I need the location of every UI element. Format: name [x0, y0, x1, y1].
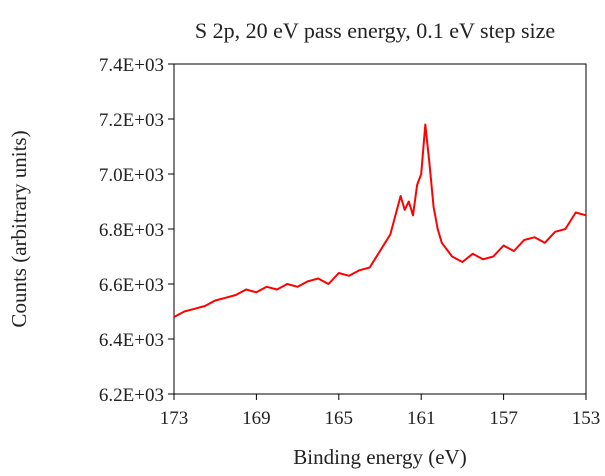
x-axis-title: Binding energy (eV): [293, 445, 466, 469]
y-axis: 6.2E+03 6.4E+03 6.6E+03 6.8E+03 7.0E+03 7.2E+…: [99, 55, 174, 406]
y-tick-label: 7.2E+03: [99, 110, 164, 131]
y-tick-label: 6.8E+03: [99, 220, 164, 241]
y-tick-label: 6.6E+03: [99, 275, 164, 296]
y-tick-label: 6.2E+03: [99, 385, 164, 406]
series-line: [173, 123, 587, 318]
y-tick-label: 7.0E+03: [99, 165, 164, 186]
y-tick-label: 6.4E+03: [99, 330, 164, 351]
y-axis-title: Counts (arbitrary units): [7, 130, 31, 327]
x-tick-label: 173: [160, 408, 189, 429]
x-axis: 173 169 165 161 157 153: [160, 394, 601, 429]
y-tick-label: 7.4E+03: [99, 55, 164, 76]
plot-area: [173, 63, 587, 395]
x-tick-label: 157: [489, 408, 518, 429]
x-tick-label: 165: [325, 408, 354, 429]
chart-title: S 2p, 20 eV pass energy, 0.1 eV step siz…: [195, 18, 555, 43]
x-tick-label: 153: [572, 408, 601, 429]
x-tick-label: 161: [407, 408, 436, 429]
x-tick-label: 169: [242, 408, 271, 429]
